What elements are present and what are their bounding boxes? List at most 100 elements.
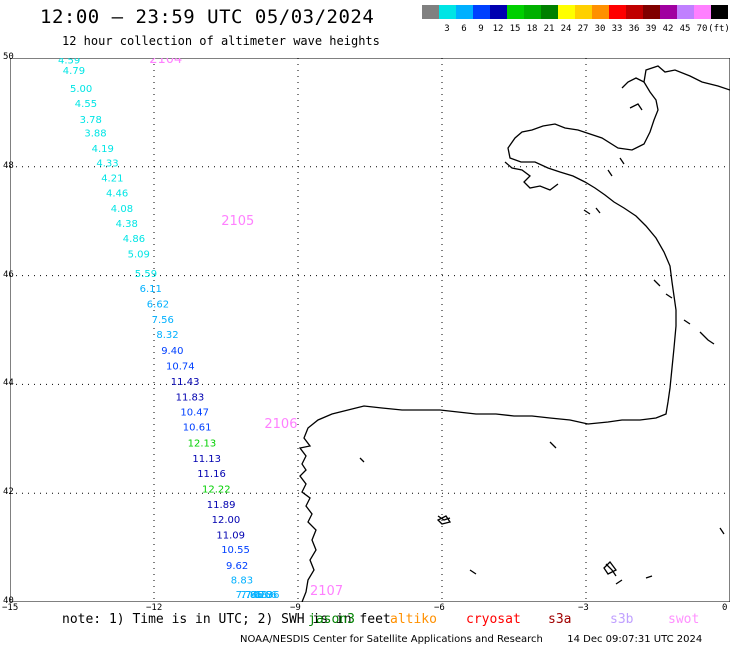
pass-number-label: 2104 [149,58,182,67]
wave-height-label: 7.18 [245,590,267,601]
colorbar-swatch [473,5,490,19]
colorbar-swatch [677,5,694,19]
credit-line: NOAA/NESDIS Center for Satellite Applica… [240,634,702,645]
wave-height-label: 12.13 [188,439,217,450]
wave-height-label: 5.00 [70,84,92,95]
colorbar-tick-label: 45 [679,24,691,34]
colorbar-swatch [643,5,660,19]
wave-height-label: 10.74 [166,361,195,372]
wave-height-label: 7.85 [240,590,262,601]
longitude-tick-label: 0 [722,603,728,613]
wave-height-label: 5.59 [135,269,157,280]
latitude-tick-label: 48 [3,160,14,171]
wave-height-label: 11.43 [171,377,200,388]
wave-height-label: 4.46 [106,188,128,199]
colorbar-swatch [609,5,626,19]
colorbar-swatch [575,5,592,19]
colorbar-tick-label: 70 [696,24,708,34]
colorbar-tick-label: 39 [645,24,657,34]
colorbar-swatch [490,5,507,19]
pass-number-label: 2107 [310,584,343,599]
wave-height-label: 7.74 [236,590,258,601]
credit-org: NOAA/NESDIS Center for Satellite Applica… [240,634,543,645]
colorbar-swatch [456,5,473,19]
colorbar-tick-label: 36 [628,24,640,34]
credit-timestamp: 14 Dec 09:07:31 UTC 2024 [567,634,703,645]
wave-height-label: 6.66 [255,590,277,601]
longitude-tick-label: −12 [146,603,163,613]
wave-height-label: 4.21 [101,174,123,185]
colorbar-tick-label: 3 [444,24,450,34]
satellite-legend-altiko: altiko [390,612,437,627]
pass-number-label: 2106 [264,417,297,432]
latitude-tick-label: 40 [3,596,14,606]
wave-height-label: 10.61 [183,422,212,433]
colorbar-tick-label: 42 [662,24,674,34]
wave-height-label: 3.78 [80,115,102,126]
wave-height-label: 5.09 [128,249,150,260]
longitude-tick-label: −15 [2,603,19,613]
wave-height-label: 6.62 [147,299,169,310]
pass-labels: 2104 2105 2106 2107 [149,58,343,599]
colorbar-swatch [422,5,439,19]
wave-height-label: 11.83 [176,392,205,403]
colorbar-swatch [541,5,558,19]
satellite-legend-s3b: s3b [610,612,634,627]
latitude-tick-label: 42 [3,487,14,498]
wave-height-label: 4.59 [58,58,80,67]
map-subtitle: 12 hour collection of altimeter wave hei… [62,34,380,48]
colorbar-tick-label: 9 [478,24,484,34]
note-text: note: 1) Time is in UTC; 2) SWH is in fe… [62,612,391,627]
wave-height-label: 10.55 [221,545,250,556]
wave-height-label: 3.88 [84,129,106,140]
wave-height-label: 4.79 [63,66,85,77]
wave-height-labels: 4.594.79 5.00 4.55 3.78 3.88 4.19 4.33 4.21 4.46… [58,58,279,601]
colorbar-swatch [439,5,456,19]
wave-height-label: 6.78 [250,590,272,601]
altimeter-map: 2104 2105 2106 2107 4.594.79 5.00 4.55 3.78 3.8… [10,58,730,602]
colorbar-tick-label: 33 [611,24,623,34]
colorbar-swatch [711,5,728,19]
satellite-legend-swot: swot [668,612,700,627]
satellite-legend-s3a: s3a [548,612,572,627]
wave-height-label: 4.19 [92,144,114,155]
colorbar-tick-label: 30 [594,24,606,34]
wave-height-label: 9.40 [161,346,183,357]
wave-height-label: 8.32 [156,330,178,341]
satellite-legend-jason3: jason3 [308,612,355,627]
wave-height-label: 12.22 [202,484,231,495]
coastline [298,65,730,602]
wave-height-label: 12.00 [212,515,241,526]
wave-height-label: 11.16 [197,469,226,480]
longitude-tick-label: −9 [290,603,301,613]
longitude-tick-label: −3 [578,603,589,613]
wave-height-label: 4.08 [111,204,133,215]
wave-height-label: 10.47 [180,408,209,419]
colorbar-swatch [592,5,609,19]
wave-height-label: 8.83 [231,576,253,587]
colorbar-swatch [660,5,677,19]
map-frame [10,58,730,602]
latitude-tick-label: 44 [3,378,14,389]
colorbar-tick-label: 6 [461,24,467,34]
longitude-tick-label: −6 [434,603,445,613]
wave-height-label: 11.13 [192,454,221,465]
colorbar-swatch [626,5,643,19]
colorbar-tick-label: 15 [509,24,521,34]
colorbar-swatch [558,5,575,19]
latitude-tick-label: 50 [3,52,14,62]
map-title: 12:00 – 23:59 UTC 05/03/2024 [40,6,375,28]
wave-height-label: 11.89 [207,500,236,511]
satellite-legend-cryosat: cryosat [466,612,521,627]
graticule [10,58,730,602]
colorbar-swatch [507,5,524,19]
wave-height-label: 7.56 [152,315,174,326]
colorbar-tick-label: 27 [577,24,589,34]
wave-height-label: 9.62 [226,561,248,572]
wave-height-label: 4.86 [123,234,145,245]
colorbar-tick-label: 12 [492,24,504,34]
colorbar-swatch [524,5,541,19]
wave-height-label: 4.38 [116,219,138,230]
wave-height-label: 6.36 [257,590,279,601]
wave-height-label: 4.33 [96,158,118,169]
